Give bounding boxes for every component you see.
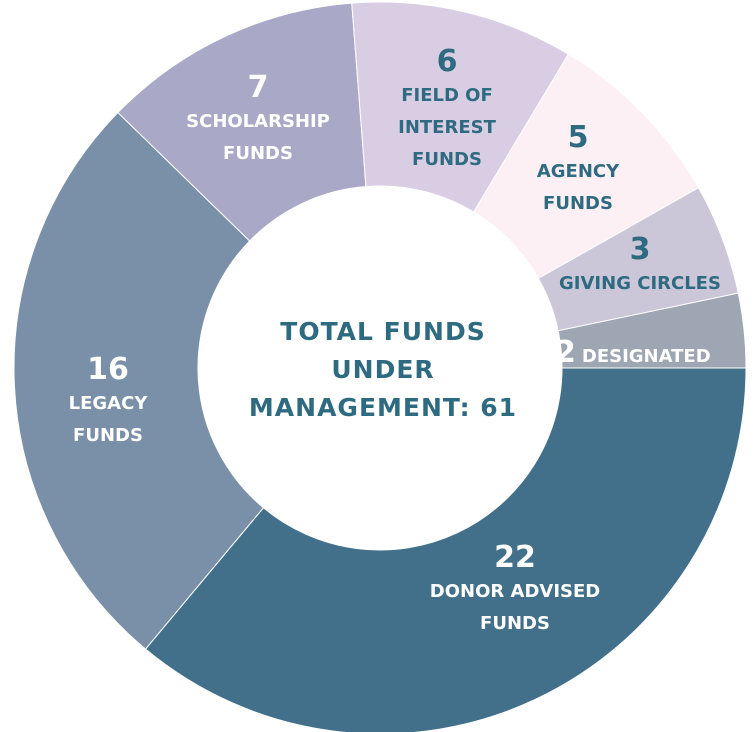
value-label: 3 xyxy=(629,232,651,267)
value-label: 16 xyxy=(87,352,129,387)
value-label: 22 xyxy=(494,540,536,575)
donut-segment xyxy=(144,367,747,732)
segment-label: 6 FIELD OF INTEREST FUNDS xyxy=(382,44,512,176)
category-label: AGENCY FUNDS xyxy=(536,161,620,214)
center-label: TOTAL FUNDS UNDER MANAGEMENT: 61 xyxy=(248,317,518,422)
value-label: 6 xyxy=(436,44,458,79)
category-label: LEGACY FUNDS xyxy=(68,393,148,446)
donut-segment xyxy=(557,292,747,369)
segment-label: 16 LEGACY FUNDS xyxy=(38,352,178,452)
value-label: 7 xyxy=(247,70,269,105)
donut-segment xyxy=(117,2,367,242)
segment-label: 22 DONOR ADVISED FUNDS xyxy=(405,540,625,640)
value-label: 5 xyxy=(567,120,589,155)
category-label: SCHOLARSHIP FUNDS xyxy=(186,111,330,164)
donut-segment xyxy=(13,111,265,650)
segment-label: 3 GIVING CIRCLES xyxy=(530,232,750,300)
segment-label: 2 DESIGNATED xyxy=(555,335,753,373)
category-label: GIVING CIRCLES xyxy=(559,273,721,294)
segment-label: 5 AGENCY FUNDS xyxy=(518,120,638,220)
category-label: FIELD OF INTEREST FUNDS xyxy=(398,85,496,170)
value-label: 2 xyxy=(555,335,576,370)
category-label: DONOR ADVISED FUNDS xyxy=(429,581,601,634)
category-label: DESIGNATED xyxy=(581,346,711,367)
segment-label: 7 SCHOLARSHIP FUNDS xyxy=(158,70,358,170)
